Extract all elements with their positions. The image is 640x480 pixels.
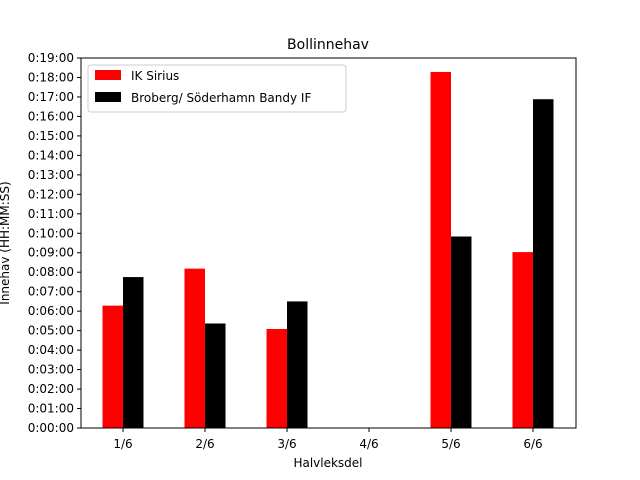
bars-group	[102, 71, 554, 428]
y-tick-label: 0:18:00	[28, 70, 74, 84]
y-tick-label: 0:01:00	[28, 402, 74, 416]
bar-series-2-1-6	[123, 277, 144, 428]
bar-series-1-5-6	[430, 71, 451, 428]
legend-box	[87, 64, 347, 113]
y-tick-label: 0:19:00	[28, 51, 74, 65]
x-tick-label: 2/6	[195, 437, 214, 451]
y-tick-label: 0:08:00	[28, 265, 74, 279]
y-tick-label: 0:02:00	[28, 382, 74, 396]
bar-series-1-6-6	[512, 252, 533, 428]
legend-label: Broberg/ Söderhamn Bandy IF	[131, 91, 311, 105]
x-tick-label: 5/6	[441, 437, 460, 451]
y-tick-label: 0:16:00	[28, 109, 74, 123]
x-tick-label: 1/6	[113, 437, 132, 451]
x-axis-label: Halvleksdel	[293, 456, 362, 470]
y-tick-label: 0:12:00	[28, 187, 74, 201]
y-tick-label: 0:17:00	[28, 90, 74, 104]
legend-swatch	[95, 70, 121, 80]
y-tick-label: 0:00:00	[28, 421, 74, 435]
x-tick-label: 6/6	[523, 437, 542, 451]
y-tick-label: 0:05:00	[28, 324, 74, 338]
x-tick-label: 4/6	[359, 437, 378, 451]
bar-series-2-2-6	[205, 323, 226, 428]
y-tick-label: 0:06:00	[28, 304, 74, 318]
y-tick-label: 0:14:00	[28, 148, 74, 162]
plot-frame	[80, 57, 577, 429]
bar-series-1-2-6	[184, 268, 205, 428]
bar-series-1-1-6	[102, 305, 123, 428]
y-tick-label: 0:13:00	[28, 168, 74, 182]
y-axis: 0:00:00 0:01:00 0:02:00 0:03:00 0:04:00 0:05:…	[28, 51, 81, 435]
legend-swatch	[95, 92, 121, 102]
legend: IK Sirius Broberg/ Söderhamn Bandy IF	[87, 64, 347, 113]
bar-series-2-6-6	[533, 99, 554, 428]
y-axis-label: Innehav (HH:MM:SS)	[0, 181, 12, 304]
y-tick-label: 0:15:00	[28, 129, 74, 143]
y-tick-label: 0:04:00	[28, 343, 74, 357]
bar-series-2-3-6	[287, 301, 308, 428]
bar-series-2-5-6	[451, 236, 472, 428]
y-tick-label: 0:10:00	[28, 226, 74, 240]
x-tick-label: 3/6	[277, 437, 296, 451]
y-tick-label: 0:11:00	[28, 207, 74, 221]
y-tick-label: 0:03:00	[28, 363, 74, 377]
y-tick-label: 0:07:00	[28, 285, 74, 299]
legend-label: IK Sirius	[131, 69, 179, 83]
bar-series-1-3-6	[266, 329, 287, 428]
x-axis: 1/6 2/6 3/6 4/6 5/6 6/6	[113, 428, 543, 451]
y-tick-label: 0:09:00	[28, 246, 74, 260]
chart-title: Bollinnehav	[287, 37, 369, 53]
